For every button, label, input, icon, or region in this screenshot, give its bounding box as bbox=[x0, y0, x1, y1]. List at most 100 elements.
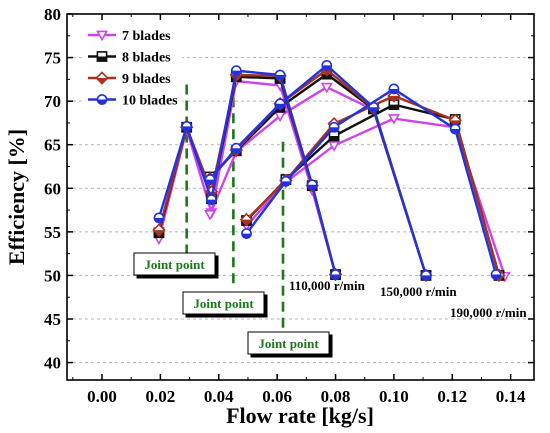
legend-marker bbox=[96, 30, 108, 42]
series-line bbox=[245, 87, 498, 275]
legend-marker bbox=[96, 94, 108, 105]
data-point bbox=[239, 212, 254, 227]
joint-lines bbox=[185, 83, 285, 328]
data-point bbox=[274, 69, 286, 81]
marker-fill bbox=[388, 95, 400, 102]
data-point bbox=[320, 82, 333, 94]
marker-fill bbox=[389, 88, 399, 94]
x-tick-label: 0.10 bbox=[379, 387, 409, 406]
data-point bbox=[280, 175, 292, 187]
legend-label: 7 blades bbox=[122, 29, 171, 44]
data-point bbox=[230, 65, 242, 77]
marker-fill bbox=[241, 233, 252, 239]
marker-fill bbox=[330, 274, 341, 280]
series-line bbox=[245, 103, 501, 276]
y-tick-label: 60 bbox=[44, 179, 61, 198]
marker-fill bbox=[275, 103, 285, 109]
y-tick-label: 45 bbox=[44, 310, 61, 329]
joint-label-text-3: Joint point bbox=[258, 336, 319, 351]
speed-label-110k: 110,000 r/min bbox=[289, 278, 366, 293]
marker-fill bbox=[307, 184, 317, 190]
data-point bbox=[449, 123, 461, 135]
plot-frame bbox=[66, 13, 535, 381]
legend: 7 blades 8 blades 9 blades 10 blades bbox=[81, 22, 183, 115]
marker-fill bbox=[321, 69, 333, 76]
marker-fill bbox=[206, 199, 217, 205]
legend-item-1: 7 blades bbox=[88, 29, 171, 44]
axis-ticks: 40 45 50 55 60 65 70 75 80 0.00 0.02 0.04 0.06 0.08 0.… bbox=[44, 5, 534, 406]
marker-fill bbox=[240, 219, 253, 226]
marker-fill bbox=[182, 126, 192, 132]
marker-fill bbox=[96, 78, 108, 84]
marker-fill bbox=[230, 75, 242, 81]
legend-item-3: 9 blades bbox=[88, 71, 171, 87]
y-tick-label: 40 bbox=[44, 354, 61, 373]
legend-label: 8 blades bbox=[122, 51, 171, 66]
speed-label-190k: 190,000 r/min bbox=[450, 305, 527, 320]
marker-fill bbox=[322, 65, 332, 71]
marker-fill bbox=[450, 129, 460, 134]
data-point bbox=[328, 141, 341, 152]
y-tick-label: 55 bbox=[44, 223, 61, 242]
y-tick-label: 50 bbox=[44, 266, 61, 285]
series-4 bbox=[153, 60, 502, 281]
marker-fill bbox=[231, 70, 241, 76]
x-tick-label: 0.12 bbox=[437, 387, 467, 406]
data-point bbox=[181, 121, 193, 132]
marker-fill bbox=[205, 179, 215, 185]
marker-fill bbox=[491, 274, 501, 280]
marker-fill bbox=[368, 107, 379, 112]
joint-label-1 bbox=[133, 252, 216, 276]
marker-fill bbox=[97, 99, 107, 105]
data-point bbox=[204, 174, 216, 185]
marker-fill bbox=[275, 75, 285, 80]
data-point bbox=[328, 121, 340, 133]
data-point bbox=[152, 223, 166, 237]
series-line bbox=[245, 94, 501, 276]
legend-item-4: 10 blades bbox=[88, 94, 178, 109]
joint-label-2 bbox=[182, 291, 265, 315]
x-tick-label: 0.02 bbox=[146, 387, 176, 406]
legend-marker bbox=[95, 71, 109, 85]
joint-label-text-2: Joint point bbox=[193, 296, 254, 311]
series-line bbox=[209, 64, 428, 276]
marker-fill bbox=[231, 148, 241, 153]
data-point bbox=[241, 228, 252, 239]
marker-fill bbox=[329, 136, 339, 141]
legend-marker bbox=[96, 51, 108, 62]
data-point bbox=[328, 130, 340, 142]
x-tick-label: 0.06 bbox=[262, 387, 292, 406]
x-tick-label: 0.00 bbox=[87, 387, 117, 406]
data-point bbox=[230, 142, 242, 154]
y-tick-label: 80 bbox=[44, 5, 61, 24]
marker-fill bbox=[97, 56, 107, 62]
joint-label-3 bbox=[247, 331, 330, 355]
data-point bbox=[387, 114, 400, 125]
data-point bbox=[321, 60, 333, 71]
data-point bbox=[388, 83, 400, 95]
marker-fill bbox=[449, 120, 461, 126]
data-point bbox=[490, 269, 502, 280]
marker-fill bbox=[281, 181, 291, 186]
y-tick-label: 75 bbox=[44, 49, 61, 68]
marker-fill bbox=[389, 104, 399, 110]
x-axis-title: Flow rate [kg/s] bbox=[226, 403, 374, 428]
marker-fill bbox=[153, 230, 165, 236]
legend-label: 10 blades bbox=[122, 94, 178, 109]
marker-fill bbox=[154, 217, 164, 223]
legend-label: 9 blades bbox=[122, 72, 171, 87]
x-tick-label: 0.08 bbox=[321, 387, 351, 406]
data-point bbox=[387, 89, 401, 103]
legend-item-2: 8 blades bbox=[88, 51, 171, 66]
series-line bbox=[245, 117, 506, 277]
data-point bbox=[153, 212, 165, 224]
y-tick-label: 70 bbox=[44, 92, 61, 111]
x-tick-label: 0.14 bbox=[496, 387, 526, 406]
data-point bbox=[206, 194, 217, 206]
y-tick-label: 65 bbox=[44, 136, 61, 155]
marker-fill bbox=[421, 275, 431, 281]
joint-label-text-1: Joint point bbox=[144, 257, 205, 272]
series-lines bbox=[152, 60, 511, 283]
x-tick-label: 0.04 bbox=[204, 387, 234, 406]
